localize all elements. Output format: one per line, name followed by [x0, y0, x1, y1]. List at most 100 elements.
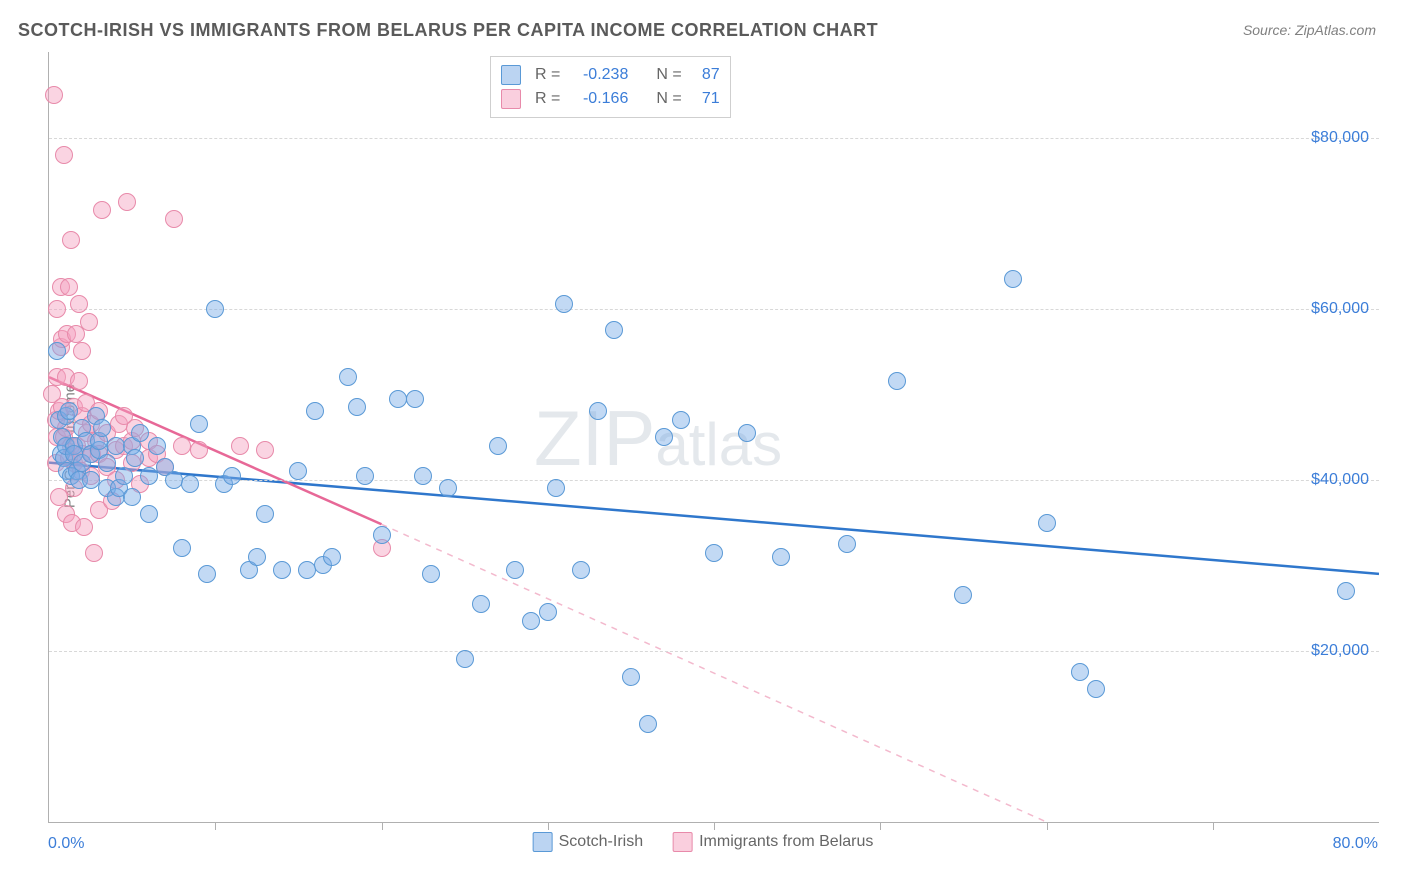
- plot-area: ZIPatlas $20,000$40,000$60,000$80,000: [48, 52, 1379, 823]
- legend-swatch: [673, 832, 693, 852]
- x-axis-max-label: 80.0%: [1333, 835, 1378, 853]
- data-point: [75, 518, 93, 536]
- overlay-svg: [49, 52, 1379, 822]
- correlation-legend: R =-0.238N =87R =-0.166N =71: [490, 56, 731, 118]
- data-point: [539, 603, 557, 621]
- data-point: [256, 441, 274, 459]
- legend-swatch: [501, 65, 521, 85]
- legend-r-label: R =: [535, 87, 560, 111]
- data-point: [140, 467, 158, 485]
- data-point: [323, 548, 341, 566]
- data-point: [126, 449, 144, 467]
- data-point: [572, 561, 590, 579]
- data-point: [223, 467, 241, 485]
- data-point: [555, 295, 573, 313]
- data-point: [348, 398, 366, 416]
- data-point: [406, 390, 424, 408]
- data-point: [389, 390, 407, 408]
- data-point: [140, 505, 158, 523]
- data-point: [298, 561, 316, 579]
- legend-n-label: N =: [656, 63, 681, 87]
- data-point: [456, 650, 474, 668]
- data-point: [85, 544, 103, 562]
- data-point: [655, 428, 673, 446]
- data-point: [306, 402, 324, 420]
- data-point: [622, 668, 640, 686]
- data-point: [589, 402, 607, 420]
- data-point: [273, 561, 291, 579]
- data-point: [148, 437, 166, 455]
- data-point: [70, 372, 88, 390]
- gridline: [49, 138, 1379, 139]
- data-point: [522, 612, 540, 630]
- series-legend: Scotch-Irish Immigrants from Belarus: [533, 832, 874, 852]
- y-tick-label: $80,000: [1311, 129, 1369, 147]
- legend-item: Immigrants from Belarus: [673, 832, 873, 852]
- data-point: [639, 715, 657, 733]
- data-point: [165, 210, 183, 228]
- x-tick: [1213, 822, 1214, 830]
- gridline: [49, 309, 1379, 310]
- legend-n-label: N =: [656, 87, 681, 111]
- gridline: [49, 480, 1379, 481]
- data-point: [190, 415, 208, 433]
- data-point: [60, 278, 78, 296]
- y-tick-label: $20,000: [1311, 642, 1369, 660]
- data-point: [45, 86, 63, 104]
- data-point: [772, 548, 790, 566]
- data-point: [422, 565, 440, 583]
- data-point: [256, 505, 274, 523]
- legend-swatch: [533, 832, 553, 852]
- data-point: [73, 342, 91, 360]
- data-point: [954, 586, 972, 604]
- legend-swatch: [501, 89, 521, 109]
- data-point: [62, 231, 80, 249]
- data-point: [1004, 270, 1022, 288]
- legend-row: R =-0.166N =71: [501, 87, 720, 111]
- data-point: [472, 595, 490, 613]
- y-tick-label: $40,000: [1311, 471, 1369, 489]
- data-point: [547, 479, 565, 497]
- data-point: [672, 411, 690, 429]
- chart-container: SCOTCH-IRISH VS IMMIGRANTS FROM BELARUS …: [0, 0, 1406, 892]
- data-point: [439, 479, 457, 497]
- data-point: [198, 565, 216, 583]
- data-point: [48, 300, 66, 318]
- data-point: [489, 437, 507, 455]
- data-point: [206, 300, 224, 318]
- data-point: [289, 462, 307, 480]
- data-point: [339, 368, 357, 386]
- x-tick: [1047, 822, 1048, 830]
- legend-item: Scotch-Irish: [533, 832, 643, 852]
- data-point: [98, 454, 116, 472]
- legend-r-value: -0.238: [568, 63, 628, 87]
- data-point: [82, 471, 100, 489]
- data-point: [115, 467, 133, 485]
- data-point: [48, 342, 66, 360]
- data-point: [705, 544, 723, 562]
- x-tick: [714, 822, 715, 830]
- source-label: Source: ZipAtlas.com: [1243, 22, 1376, 38]
- data-point: [118, 193, 136, 211]
- legend-label: Immigrants from Belarus: [699, 833, 873, 850]
- gridline: [49, 651, 1379, 652]
- legend-label: Scotch-Irish: [559, 833, 643, 850]
- data-point: [1038, 514, 1056, 532]
- data-point: [506, 561, 524, 579]
- x-tick: [215, 822, 216, 830]
- data-point: [231, 437, 249, 455]
- legend-n-value: 71: [690, 87, 720, 111]
- data-point: [173, 437, 191, 455]
- data-point: [190, 441, 208, 459]
- data-point: [93, 201, 111, 219]
- data-point: [181, 475, 199, 493]
- data-point: [165, 471, 183, 489]
- data-point: [70, 295, 88, 313]
- data-point: [123, 488, 141, 506]
- y-tick-label: $60,000: [1311, 300, 1369, 318]
- data-point: [414, 467, 432, 485]
- data-point: [107, 437, 125, 455]
- data-point: [888, 372, 906, 390]
- x-tick: [382, 822, 383, 830]
- data-point: [1337, 582, 1355, 600]
